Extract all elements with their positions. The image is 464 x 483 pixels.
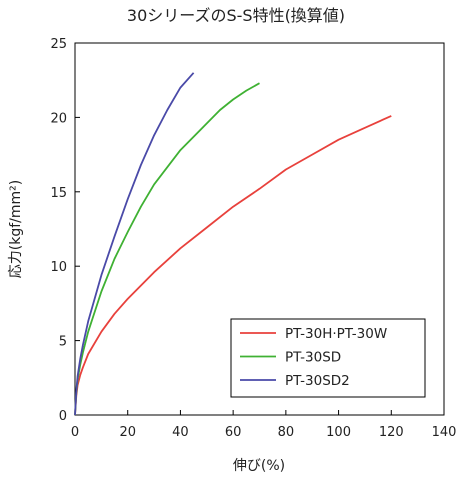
y-tick-label: 20: [50, 111, 67, 126]
x-tick-label: 20: [119, 425, 136, 440]
series-line-1: [74, 115, 392, 416]
legend-label: PT-30SD2: [285, 373, 350, 389]
x-tick-label: 80: [278, 425, 295, 440]
y-tick-label: 15: [50, 186, 67, 201]
y-tick-label: 5: [59, 335, 67, 350]
series-lines: [74, 72, 392, 416]
x-tick-label: 0: [71, 425, 79, 440]
x-axis-ticks: 0 20 40 60 80 100 120 140: [71, 410, 457, 440]
y-tick-label: 0: [59, 409, 67, 424]
legend-box: [230, 318, 426, 398]
x-tick-label: 120: [379, 425, 404, 440]
legend: PT-30H·PT-30W PT-30SD PT-30SD2: [230, 318, 426, 398]
x-tick-label: 60: [225, 425, 242, 440]
x-tick-label: 40: [172, 425, 189, 440]
y-axis-label: 応力(kgf/mm²): [8, 180, 24, 278]
chart-title: 30シリーズのS-S特性(換算値): [127, 6, 345, 25]
plot-frame: [74, 42, 445, 416]
y-tick-label: 25: [50, 37, 67, 52]
legend-label: PT-30SD: [285, 350, 341, 366]
x-tick-label: 140: [432, 425, 457, 440]
series-line-3: [74, 72, 195, 416]
legend-label: PT-30H·PT-30W: [285, 326, 387, 342]
x-tick-label: 100: [326, 425, 351, 440]
y-axis-ticks: 0 5 10 15 20 25: [50, 37, 80, 424]
x-axis-label: 伸び(%): [233, 458, 285, 474]
y-tick-label: 10: [50, 260, 67, 275]
